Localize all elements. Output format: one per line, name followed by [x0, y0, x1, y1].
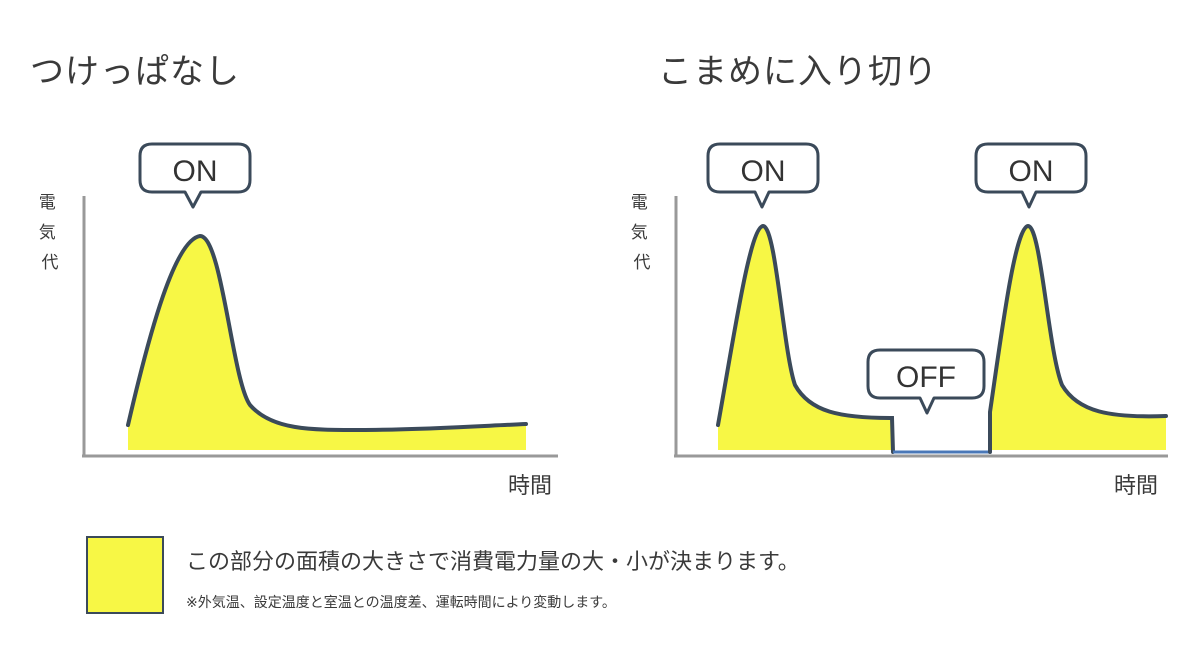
- right-on-bubble-1: ON: [706, 142, 820, 209]
- right-off-label: OFF: [896, 361, 956, 394]
- right-usage-area-2: [990, 226, 1166, 450]
- legend-main-text: この部分の面積の大きさで消費電力量の大・小が決まります。: [186, 550, 800, 575]
- left-ylabel-char-2: 気: [39, 223, 56, 243]
- right-chart: ON OFF ON 電 気 代 時間: [631, 142, 1168, 499]
- right-ylabel-char-1: 電: [631, 193, 648, 213]
- right-panel-title: こまめに入り切り: [658, 52, 938, 92]
- right-on-label-2: ON: [1009, 155, 1054, 188]
- right-usage-curve-1: [716, 223, 895, 454]
- legend-swatch: [86, 536, 164, 614]
- legend-note-text: ※外気温、設定温度と室温との温度差、運転時間により変動します。: [186, 595, 616, 611]
- left-ylabel-char-1: 電: [39, 193, 56, 213]
- left-chart: ON 電 気 代 時間: [39, 142, 558, 499]
- right-off-bubble: OFF: [866, 348, 986, 415]
- right-usage-curve-2: [988, 223, 1168, 454]
- right-on-bubble-2: ON: [974, 142, 1088, 209]
- left-xlabel: 時間: [508, 474, 552, 499]
- left-ylabel-char-3: 代: [42, 253, 59, 273]
- left-panel-title: つけっぱなし: [30, 52, 240, 92]
- left-ylabel: 電 気 代: [39, 193, 61, 273]
- right-ylabel-char-3: 代: [634, 253, 651, 273]
- left-on-bubble: ON: [138, 142, 252, 209]
- right-ylabel-char-2: 気: [631, 223, 648, 243]
- right-usage-area-1: [718, 226, 892, 450]
- left-usage-curve: [126, 233, 528, 433]
- left-on-label: ON: [173, 155, 218, 188]
- right-xlabel: 時間: [1114, 474, 1158, 499]
- right-on-label-1: ON: [741, 155, 786, 188]
- left-usage-area: [128, 236, 526, 450]
- right-ylabel: 電 気 代: [631, 193, 653, 273]
